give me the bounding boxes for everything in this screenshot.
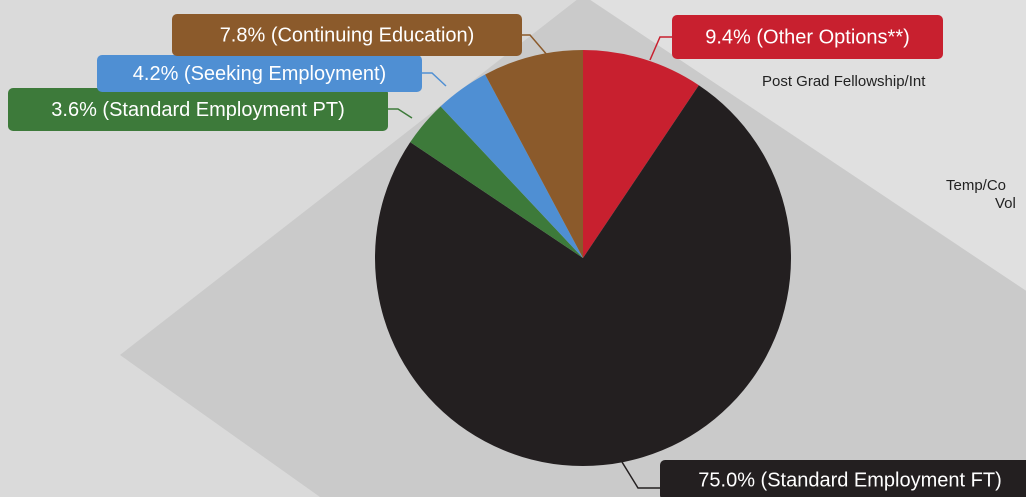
- leader-line: [649, 36, 672, 61]
- data-label: 4.2% (Seeking Employment): [133, 63, 386, 85]
- annotation: Post Grad Fellowship/Int: [762, 73, 926, 90]
- leader-line: [388, 108, 413, 119]
- label-box: [660, 460, 1026, 497]
- label-box: [672, 15, 943, 59]
- label-box: [97, 55, 422, 92]
- leader-line: [422, 72, 447, 87]
- data-label: 75.0% (Standard Employment FT): [698, 469, 1001, 491]
- slice: [440, 74, 583, 258]
- label-box: [8, 88, 388, 131]
- slice: [410, 106, 583, 258]
- slice: [583, 50, 699, 258]
- labels: 9.4% (Other Options**) 75.0% (Standard Em…: [8, 14, 1026, 497]
- annotation: Temp/Co: [946, 177, 1006, 194]
- leader-line: [621, 461, 660, 489]
- pie: [375, 50, 792, 466]
- leader-line: [522, 34, 549, 57]
- data-label: 9.4% (Other Options**): [705, 26, 910, 48]
- data-label: 7.8% (Continuing Education): [220, 24, 475, 46]
- slice: [485, 50, 583, 258]
- background-corner: [590, 0, 1026, 291]
- annotation: Vol: [995, 195, 1016, 212]
- slice: [375, 85, 792, 466]
- label-box: [172, 14, 522, 56]
- data-label: 3.6% (Standard Employment PT): [51, 99, 344, 121]
